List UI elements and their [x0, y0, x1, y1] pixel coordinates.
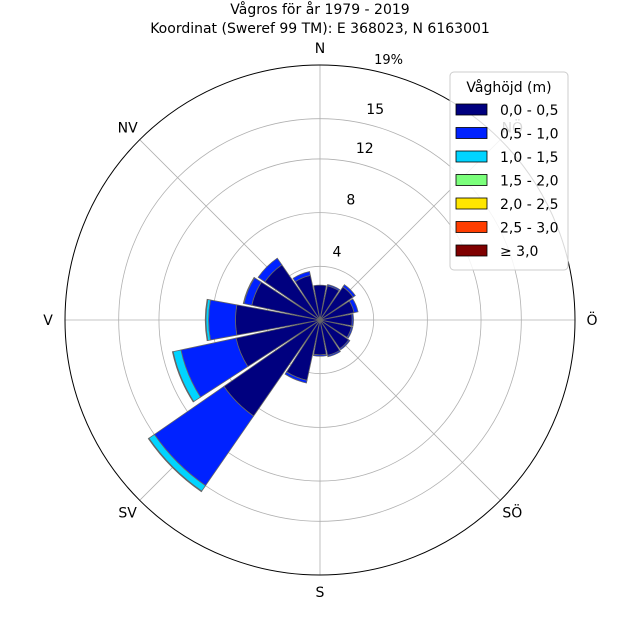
legend-swatch-2 — [455, 150, 488, 163]
legend-swatch-0 — [455, 103, 488, 116]
bar-dir-8-bin-1 — [313, 353, 327, 357]
bar-dir-10-bin-3 — [147, 437, 203, 493]
bar-dir-11-bin-3 — [171, 351, 195, 403]
legend-label-6: ≥ 3,0 — [500, 244, 538, 260]
radial-tick-label-0: 4 — [333, 245, 342, 261]
polar-frame — [64, 64, 576, 576]
bar-dir-13-bin-3 — [242, 276, 256, 305]
bar-dir-3-bin-1 — [348, 298, 359, 314]
direction-label-2: Ö — [586, 311, 597, 329]
legend-label-0: 0,0 - 0,5 — [500, 103, 558, 119]
legend-title: Våghöjd (m) — [466, 79, 551, 96]
bar-dir-5-bin-1 — [346, 326, 354, 339]
bar-dir-6-bin-1 — [339, 339, 351, 351]
direction-label-7: NV — [118, 121, 138, 137]
legend-label-1: 0,5 - 1,0 — [500, 127, 558, 143]
direction-label-3: SÖ — [502, 503, 522, 521]
bar-dir-1-bin-1 — [326, 284, 341, 292]
bar-dir-7-bin-1 — [327, 349, 341, 358]
legend-label-4: 2,0 - 2,5 — [500, 197, 558, 213]
legend-swatch-1 — [455, 127, 488, 139]
radial-tick-label-2: 12 — [356, 141, 374, 157]
legend-label-5: 2,5 - 3,0 — [500, 221, 558, 237]
legend-swatch-6 — [455, 244, 488, 257]
bar-dir-9-bin-1 — [284, 371, 308, 384]
bar-dir-2-bin-1 — [342, 284, 356, 298]
direction-label-6: V — [43, 313, 53, 329]
bar-dir-12-bin-3 — [204, 298, 209, 342]
radial-tick-label-1: 8 — [346, 193, 355, 209]
bar-dir-14-bin-1 — [257, 257, 283, 283]
legend-label-3: 1,5 - 2,0 — [500, 174, 558, 190]
direction-label-4: S — [316, 585, 325, 601]
legend-items: 0,0 - 0,5 0,5 - 1,0 1,0 - 1,5 1,5 - 2,0 2,0 … — [455, 103, 558, 260]
sector-bars — [147, 257, 359, 493]
direction-label-5: SV — [118, 505, 137, 521]
bar-dir-0-bin-0 — [313, 284, 327, 321]
legend: Våghöjd (m) 0,0 - 0,5 0,5 - 1,0 1,0 - 1,5 1… — [449, 71, 569, 271]
chart-title: Vågros för år 1979 - 2019 — [230, 1, 409, 18]
legend-label-2: 1,0 - 1,5 — [500, 150, 558, 166]
bar-dir-12-bin-1 — [208, 299, 238, 341]
bar-dir-15-bin-1 — [292, 270, 311, 283]
radial-max-label: 19% — [374, 53, 403, 68]
legend-swatch-4 — [455, 197, 488, 210]
grid-spoke-3 — [319, 319, 501, 501]
chart-subtitle: Koordinat (Sweref 99 TM): E 368023, N 61… — [150, 21, 490, 37]
direction-label-0: N — [315, 41, 325, 57]
legend-swatch-5 — [455, 221, 488, 233]
legend-frame — [449, 71, 569, 271]
radial-tick-label-3: 15 — [366, 102, 384, 118]
legend-swatch-3 — [455, 174, 488, 186]
bar-dir-4-bin-1 — [351, 313, 354, 327]
